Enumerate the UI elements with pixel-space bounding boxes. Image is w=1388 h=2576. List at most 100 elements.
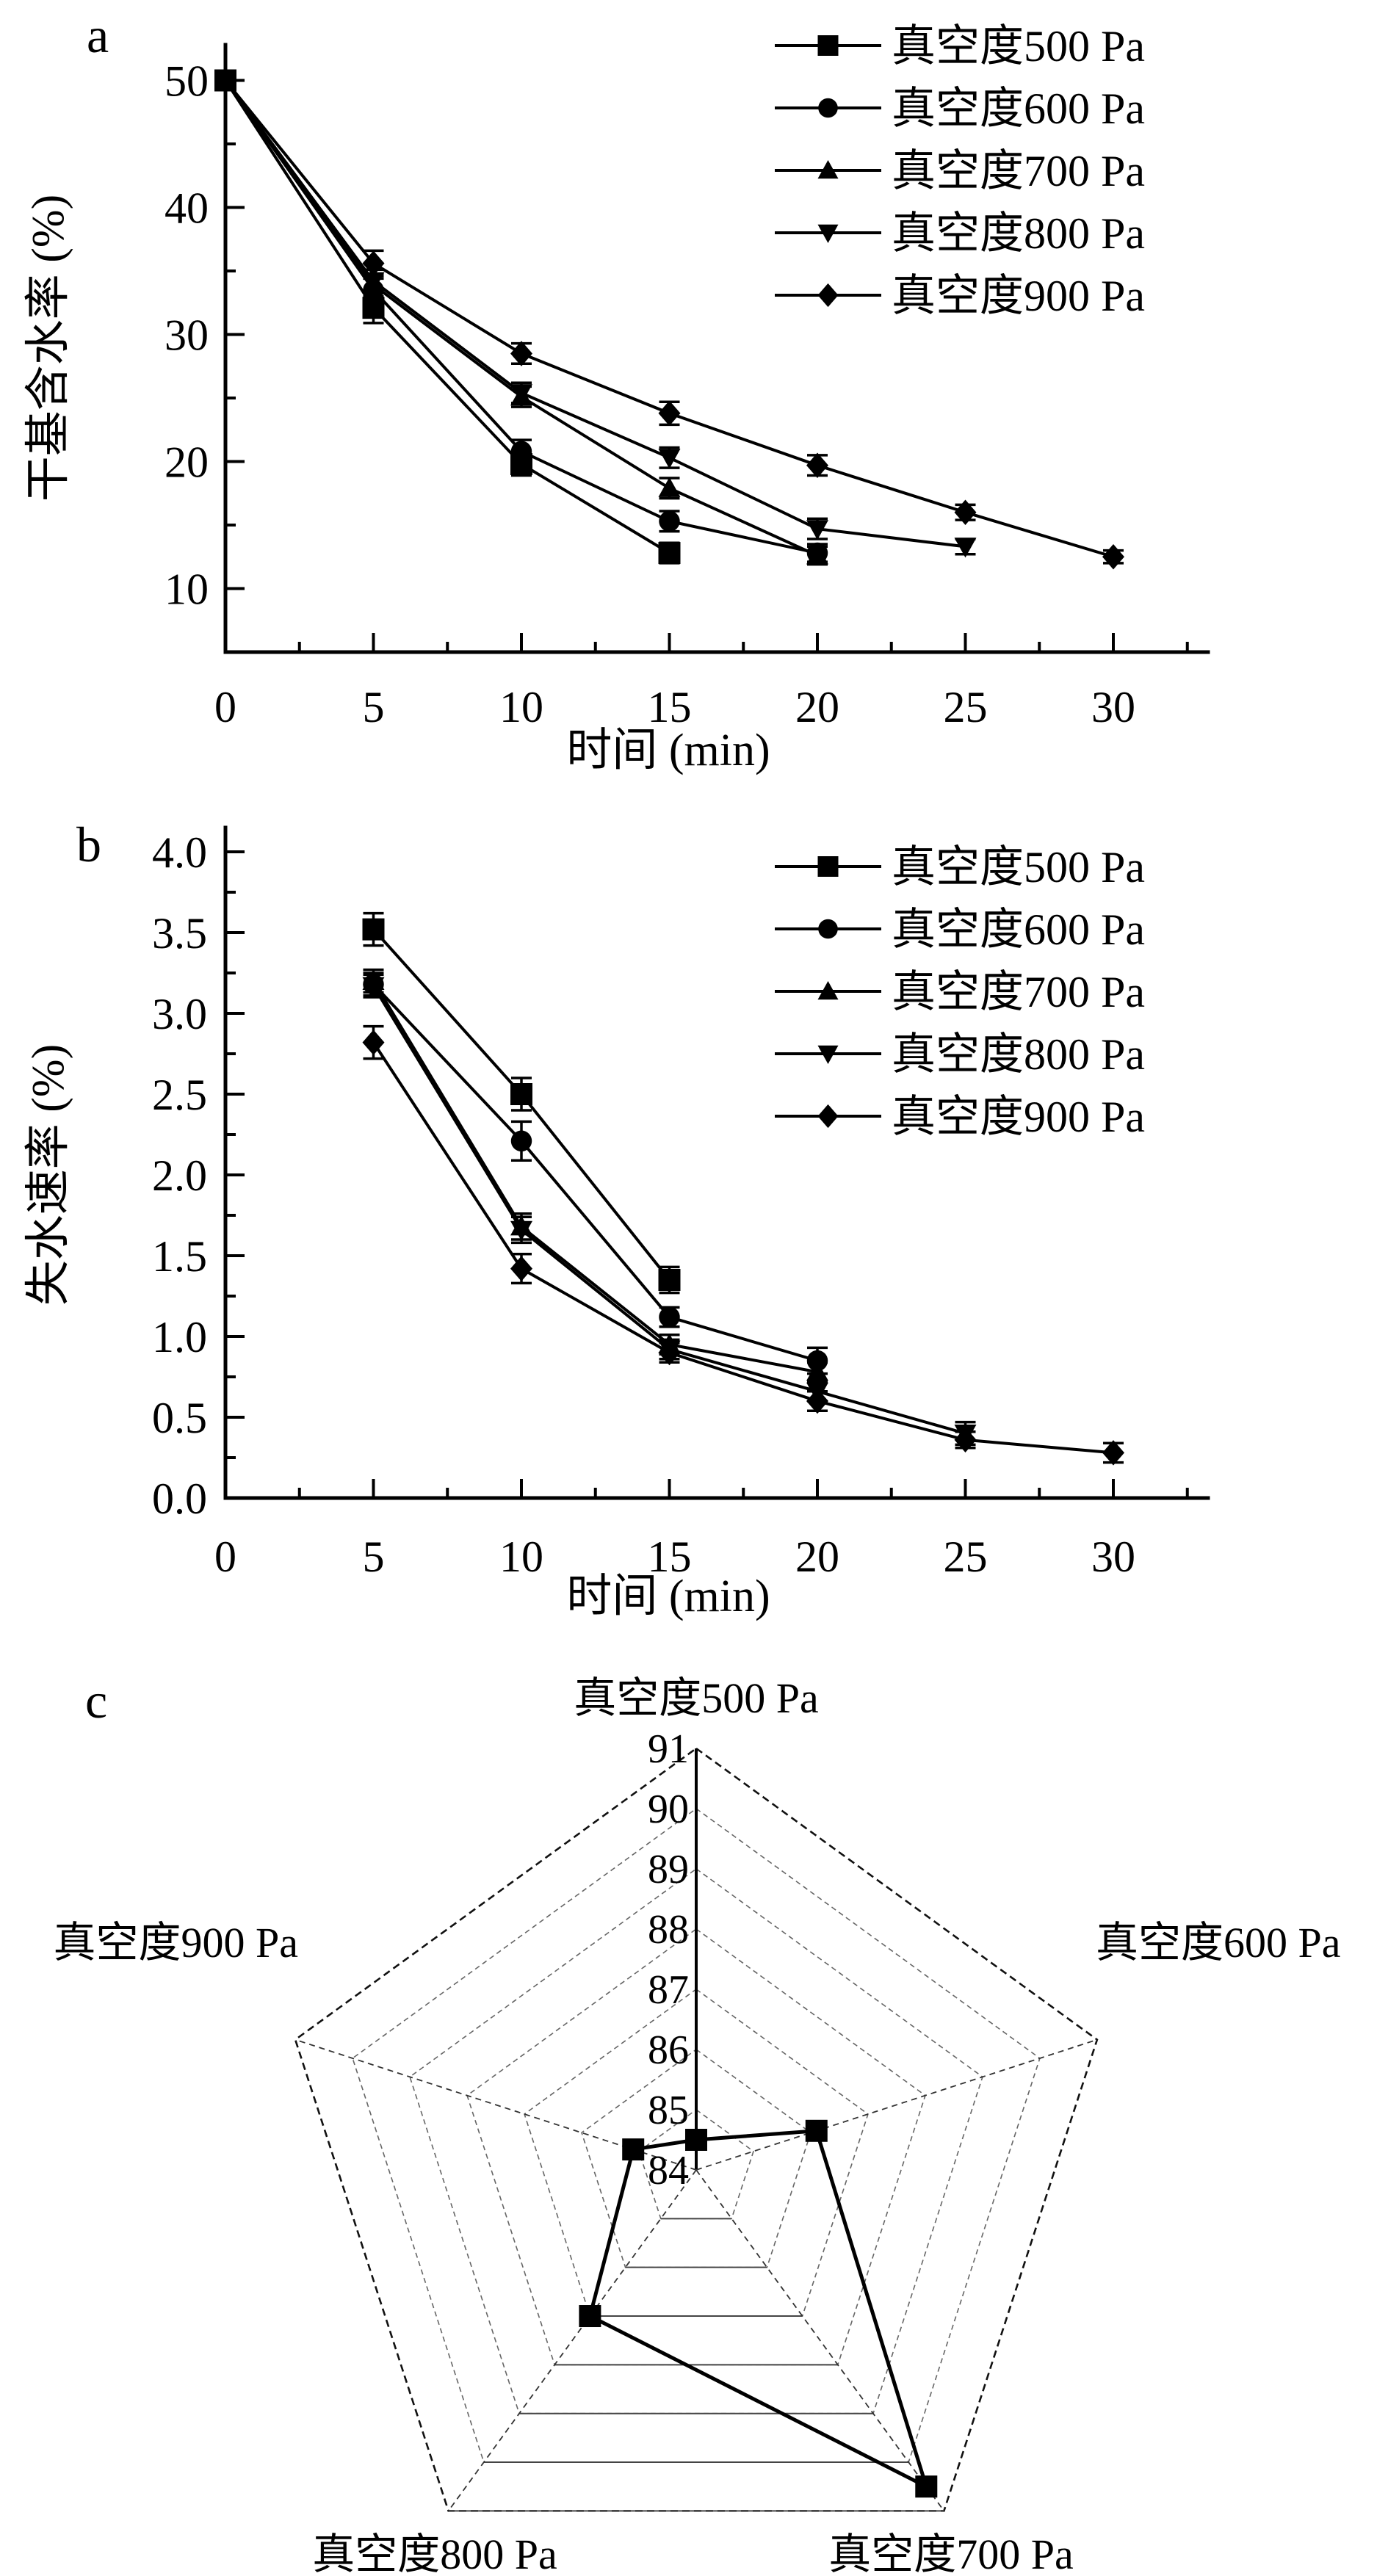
y-tick-label: 4.0: [152, 828, 207, 877]
triangle-down-marker-icon: [954, 538, 977, 558]
square-marker-icon: [362, 918, 385, 941]
y-tick-label: 3.0: [152, 990, 207, 1038]
square-marker-icon: [658, 1269, 681, 1291]
legend-item: 真空度700 Pa: [775, 968, 1145, 1016]
y-tick-label: 10: [165, 565, 209, 614]
legend-label: 真空度500 Pa: [892, 843, 1145, 891]
diamond-marker-icon: [954, 499, 977, 525]
y-tick-label: 30: [165, 311, 209, 360]
series-b-4: [362, 1024, 1124, 1466]
y-tick-label: 2.5: [152, 1071, 207, 1119]
radar-scale-label: 88: [648, 1907, 689, 1953]
radar-scale-labels: 84 85 86 87 88 89 90 91: [648, 1726, 689, 2193]
x-tick-label: 25: [944, 683, 988, 731]
y-tick-label: 2.0: [152, 1151, 207, 1200]
x-tick-label: 20: [795, 683, 839, 731]
x-tick-label: 5: [363, 683, 385, 731]
radar-scale-label: 84: [648, 2148, 689, 2193]
radar-scale-label: 89: [648, 1847, 689, 1892]
panel-label-b: b: [76, 817, 101, 872]
radar-axis-label: 真空度500 Pa: [574, 1674, 819, 1722]
legend-item: 真空度600 Pa: [775, 84, 1145, 133]
square-marker-icon: [622, 2138, 645, 2161]
series-b-2: [362, 968, 828, 1383]
legend-label: 真空度700 Pa: [892, 147, 1145, 195]
x-tick-label: 10: [499, 1533, 543, 1581]
x-tick-label: 5: [363, 1533, 385, 1581]
x-tick-label: 0: [214, 683, 236, 731]
radar-axis-label: 真空度700 Pa: [828, 2530, 1074, 2576]
error-bars: [215, 71, 680, 565]
legend-label: 真空度900 Pa: [892, 1093, 1145, 1141]
series-b-1: [363, 972, 828, 1375]
triangle-down-marker-icon: [806, 520, 828, 540]
diamond-marker-icon: [510, 1256, 532, 1281]
radar-scale-label: 87: [648, 1967, 689, 2013]
square-marker-icon: [510, 1083, 532, 1105]
legend-item: 真空度800 Pa: [775, 209, 1145, 258]
circle-marker-icon: [510, 1130, 532, 1152]
diamond-marker-icon: [1102, 544, 1124, 570]
x-tick-label: 15: [648, 1533, 692, 1581]
y-tick-label: 0.0: [152, 1475, 207, 1523]
x-axis-title: 时间 (min): [566, 1571, 770, 1621]
error-bars: [363, 973, 976, 1447]
panel-label-c: c: [85, 1673, 108, 1729]
y-tick-label: 0.5: [152, 1394, 207, 1442]
legend-label: 真空度600 Pa: [892, 84, 1145, 133]
diamond-marker-icon: [806, 452, 828, 478]
diamond-marker-icon: [817, 283, 839, 308]
diamond-marker-icon: [1102, 1440, 1124, 1466]
legend-label: 真空度900 Pa: [892, 272, 1145, 320]
ticks-a: [224, 79, 1189, 654]
x-tick-label: 0: [214, 1533, 236, 1581]
series-a-0: [214, 69, 681, 565]
x-tick-label: 20: [795, 1533, 839, 1581]
radar-axis-label: 真空度600 Pa: [1096, 1919, 1341, 1967]
error-bars: [363, 972, 828, 1375]
y-tick-label: 50: [165, 57, 209, 106]
ticks-b: [224, 850, 1189, 1499]
x-tick-label: 30: [1091, 1533, 1135, 1581]
triangle-up-marker-icon: [817, 981, 839, 1000]
error-bars: [363, 968, 828, 1383]
triangle-down-marker-icon: [510, 384, 532, 405]
radar-series: [579, 2119, 938, 2498]
triangle-up-marker-icon: [817, 160, 839, 179]
circle-marker-icon: [818, 98, 838, 118]
radar-axis-label: 真空度800 Pa: [312, 2530, 557, 2576]
y-tick-label: 1.5: [152, 1232, 207, 1281]
legend-item: 真空度900 Pa: [775, 272, 1145, 320]
legend-b: 真空度500 Pa 真空度600 Pa 真空度700 Pa 真空度800 Pa 真空度9…: [775, 843, 1145, 1141]
diamond-marker-icon: [510, 341, 532, 366]
square-marker-icon: [915, 2475, 938, 2498]
diamond-marker-icon: [817, 1104, 839, 1129]
radar-scale-label: 85: [648, 2088, 689, 2133]
legend-label: 真空度800 Pa: [892, 1030, 1145, 1079]
error-bars: [215, 71, 976, 556]
circle-marker-icon: [510, 441, 532, 462]
radar-axis-labels: 真空度500 Pa 真空度600 Pa 真空度700 Pa 真空度800 Pa 真空度9…: [53, 1674, 1340, 2576]
legend-label: 真空度800 Pa: [892, 209, 1145, 258]
x-axis-title: 时间 (min): [566, 726, 770, 775]
triangle-down-marker-icon: [817, 224, 839, 243]
x-tick-label: 25: [944, 1533, 988, 1581]
triangle-up-marker-icon: [806, 544, 828, 565]
diamond-marker-icon: [954, 1427, 977, 1453]
y-tick-label: 40: [165, 184, 209, 233]
chart-panel-b: 0 5 10 15 20 25 30 0.0 0.5 1.0 1.5 2.0 2.5 3.0 3.5 4.0 时…: [24, 825, 1210, 1621]
legend-item: 真空度500 Pa: [775, 22, 1145, 70]
radar-scale-label: 86: [648, 2027, 689, 2073]
square-marker-icon: [658, 542, 681, 565]
circle-marker-icon: [818, 919, 838, 939]
triangle-down-marker-icon: [510, 1220, 532, 1241]
triangle-down-marker-icon: [362, 977, 385, 997]
diamond-marker-icon: [362, 250, 385, 276]
triangle-down-marker-icon: [658, 449, 681, 469]
x-tick-label: 15: [648, 683, 692, 731]
y-tick-label: 1.0: [152, 1313, 207, 1361]
triangle-up-marker-icon: [658, 477, 681, 497]
y-axis-title: 干基含水率 (%): [24, 195, 73, 502]
